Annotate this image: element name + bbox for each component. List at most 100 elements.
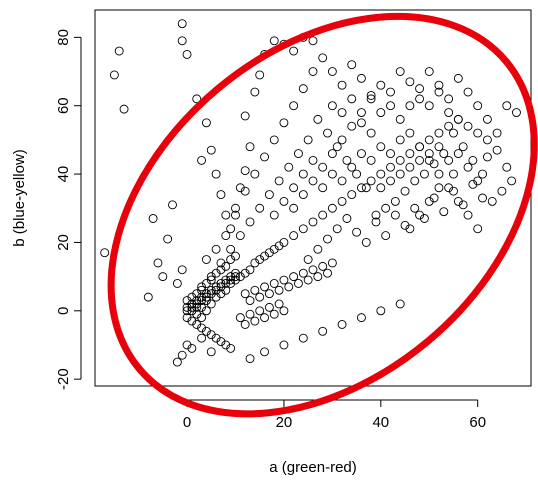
y-tick-label: 0 bbox=[55, 307, 72, 315]
data-point bbox=[424, 196, 434, 206]
data-point bbox=[221, 231, 231, 241]
data-point bbox=[482, 114, 492, 124]
data-point bbox=[279, 237, 289, 247]
data-point bbox=[235, 272, 245, 282]
data-point bbox=[201, 326, 211, 336]
data-point bbox=[298, 268, 308, 278]
data-point bbox=[255, 292, 265, 302]
data-point bbox=[463, 121, 473, 131]
data-point bbox=[327, 258, 337, 268]
data-point bbox=[216, 265, 226, 275]
data-point bbox=[444, 108, 454, 117]
data-point bbox=[376, 306, 386, 316]
data-point bbox=[507, 176, 517, 186]
data-point bbox=[114, 46, 124, 56]
data-point bbox=[434, 183, 444, 193]
data-point bbox=[298, 333, 308, 343]
data-point bbox=[327, 101, 337, 111]
data-point bbox=[308, 265, 318, 275]
data-point bbox=[192, 320, 202, 329]
data-point bbox=[313, 244, 323, 254]
data-point bbox=[260, 313, 270, 323]
data-point bbox=[206, 145, 216, 155]
data-point bbox=[390, 196, 400, 206]
data-point bbox=[439, 207, 449, 217]
data-point bbox=[148, 214, 158, 223]
data-point bbox=[323, 128, 332, 138]
data-point bbox=[318, 183, 328, 193]
data-point bbox=[376, 108, 386, 117]
data-point bbox=[327, 203, 337, 213]
data-point bbox=[405, 101, 415, 111]
data-point bbox=[206, 347, 216, 357]
data-point bbox=[313, 272, 323, 282]
data-point bbox=[216, 289, 226, 299]
data-point bbox=[303, 255, 313, 264]
data-point bbox=[395, 155, 405, 165]
data-point bbox=[235, 313, 245, 323]
data-point bbox=[468, 179, 478, 189]
data-point bbox=[201, 306, 211, 316]
data-point bbox=[245, 354, 255, 364]
data-point bbox=[240, 289, 250, 299]
data-point bbox=[289, 272, 299, 282]
data-point bbox=[444, 155, 454, 165]
data-point bbox=[269, 279, 279, 288]
data-point bbox=[356, 313, 366, 323]
data-point bbox=[216, 279, 226, 288]
data-point bbox=[197, 282, 207, 292]
data-point bbox=[458, 200, 468, 210]
data-point bbox=[192, 302, 202, 312]
data-point bbox=[264, 302, 274, 312]
data-point bbox=[458, 142, 468, 152]
data-point bbox=[226, 272, 236, 282]
data-point bbox=[352, 169, 362, 179]
data-point bbox=[497, 186, 507, 196]
data-point bbox=[245, 142, 255, 152]
data-point bbox=[226, 275, 236, 285]
data-point bbox=[303, 135, 313, 145]
data-point bbox=[221, 340, 231, 350]
data-point bbox=[255, 255, 265, 264]
x-tick-label: 60 bbox=[469, 414, 486, 431]
data-point bbox=[386, 149, 395, 159]
data-point bbox=[284, 162, 294, 172]
data-point bbox=[264, 248, 274, 258]
data-point bbox=[478, 169, 488, 179]
data-point bbox=[197, 155, 207, 165]
data-point bbox=[347, 94, 357, 104]
data-point bbox=[386, 162, 395, 172]
data-point bbox=[366, 128, 376, 138]
data-point bbox=[192, 289, 202, 299]
data-point bbox=[449, 186, 458, 196]
data-point bbox=[221, 261, 231, 271]
data-point bbox=[386, 87, 395, 97]
data-point bbox=[192, 94, 202, 104]
data-point bbox=[308, 155, 318, 165]
data-point bbox=[298, 190, 308, 200]
data-point bbox=[264, 289, 274, 299]
data-point bbox=[332, 142, 342, 152]
data-point bbox=[197, 296, 207, 305]
data-point bbox=[221, 275, 231, 285]
data-point bbox=[410, 176, 420, 186]
data-point bbox=[226, 224, 236, 234]
data-point bbox=[463, 162, 473, 172]
data-point bbox=[415, 84, 425, 94]
data-point bbox=[356, 149, 366, 159]
data-point bbox=[255, 70, 265, 80]
data-point bbox=[163, 234, 173, 244]
data-point bbox=[245, 296, 255, 305]
data-point bbox=[434, 87, 444, 97]
data-point bbox=[100, 248, 110, 258]
data-point bbox=[453, 114, 463, 124]
data-point bbox=[221, 285, 231, 295]
data-point bbox=[153, 258, 163, 268]
data-point bbox=[201, 279, 211, 288]
data-point bbox=[424, 101, 434, 111]
data-point bbox=[395, 299, 405, 309]
x-tick-label: 20 bbox=[276, 414, 293, 431]
data-point bbox=[187, 343, 197, 353]
data-point bbox=[269, 309, 279, 319]
data-point bbox=[376, 142, 386, 152]
